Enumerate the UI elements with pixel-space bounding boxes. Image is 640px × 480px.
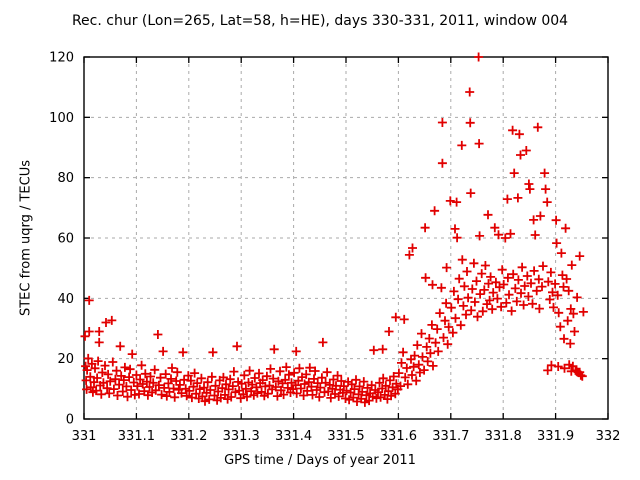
y-tick-label: 20 [57,352,74,367]
x-axis-label: GPS time / Days of year 2011 [224,453,416,468]
data-points-series [80,52,588,407]
y-tick-label: 80 [57,171,74,186]
y-tick-label: 60 [57,232,74,247]
x-tick-label: 331.9 [537,429,574,444]
x-tick-label: 332 [596,429,621,444]
x-tick-label: 331.6 [380,429,417,444]
y-tick-label: 40 [57,292,74,307]
x-tick-label: 331.7 [432,429,469,444]
x-tick-label: 331.1 [118,429,155,444]
chart-title: Rec. chur (Lon=265, Lat=58, h=HE), days … [71,13,569,29]
y-tick-label: 100 [49,111,74,126]
y-tick-label: 0 [66,413,74,428]
x-tick-label: 331.2 [170,429,207,444]
y-axis-label: STEC from uqrg / TECUs [18,159,34,317]
x-tick-label: 331.3 [223,429,260,444]
x-tick-label: 331.5 [327,429,364,444]
x-tick-label: 331.4 [275,429,312,444]
x-tick-label: 331.8 [485,429,522,444]
x-tick-label: 331 [72,429,97,444]
y-tick-label: 120 [49,51,74,66]
